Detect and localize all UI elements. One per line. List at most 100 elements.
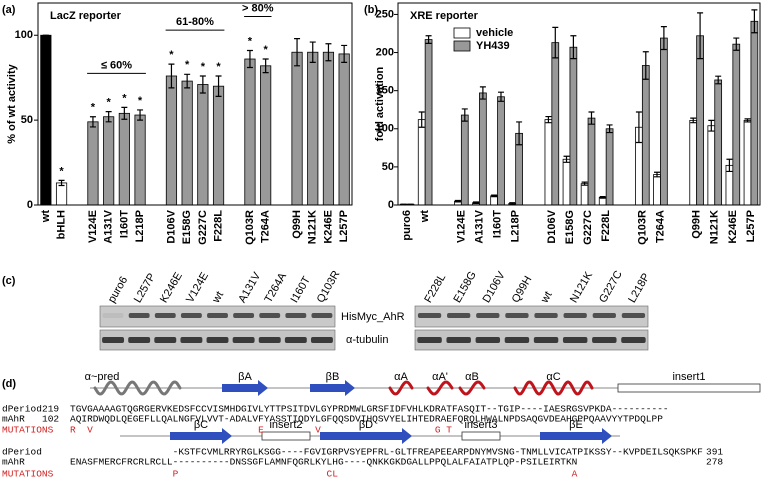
band: [128, 313, 150, 318]
error-bar: [744, 118, 751, 123]
lane-label: Q99H: [510, 274, 535, 305]
error-bar: [58, 179, 65, 187]
band: [154, 337, 177, 343]
bracket-label: 61-80%: [176, 16, 214, 28]
error-bar: [563, 155, 570, 163]
legend-label: vehicle: [476, 27, 513, 39]
bar: [587, 117, 596, 206]
band: [592, 337, 617, 343]
x-tick-label: puro6: [401, 210, 413, 241]
band: [446, 337, 471, 343]
lane-label: G227C: [597, 269, 625, 305]
error-bar: [545, 115, 552, 124]
y-tick-label: 250: [376, 8, 394, 20]
significance-marker: *: [201, 61, 206, 73]
protein-label: HisMyc_AhR: [341, 311, 405, 323]
bracket-label: > 80%: [242, 2, 274, 14]
y-tick-label: 100: [15, 29, 33, 41]
error-bar: [105, 111, 112, 123]
bar: [490, 195, 498, 206]
band: [417, 313, 442, 318]
lane-label: wt: [538, 289, 554, 305]
error-bar: [168, 63, 175, 89]
x-tick-label: L218P: [134, 210, 146, 242]
sequence: TGVGAAAAGTQGRGERVKEDSFCCVISMHDGIVLYTTPSI…: [70, 404, 669, 415]
panel-label: (b): [364, 4, 378, 16]
x-tick-label: V124E: [87, 210, 99, 243]
band: [207, 313, 228, 318]
plot-frame: [37, 2, 353, 206]
band: [592, 313, 616, 318]
structure-label: βA: [238, 371, 252, 383]
y-tick-label: 0: [27, 199, 33, 211]
lane-label: L218P: [626, 271, 652, 305]
bar: [562, 158, 571, 206]
significance-marker: *: [216, 61, 221, 73]
sequence-name: dPeriod: [2, 404, 42, 415]
lane-label: L257P: [132, 271, 158, 305]
error-bar: [570, 35, 577, 60]
alpha-helix: [458, 380, 486, 396]
panel-label: (c): [2, 275, 16, 287]
x-tick-label: N121K: [307, 210, 319, 244]
insert-box: [617, 383, 761, 393]
band: [102, 313, 124, 318]
error-bar: [418, 111, 425, 128]
error-bar: [491, 194, 498, 198]
error-bar: [697, 12, 704, 60]
band: [258, 337, 281, 343]
band: [563, 313, 587, 318]
lane-label: wt: [210, 289, 226, 305]
bar: [714, 79, 723, 206]
error-bar: [599, 196, 606, 199]
beta-strand: [170, 428, 232, 444]
bar: [479, 92, 487, 206]
significance-marker: *: [248, 35, 253, 47]
alpha-helix: [513, 380, 594, 396]
sequence: -KSTFCVMLRRYRGLKSGG----FGVIGRPVSYEPFRL-G…: [70, 447, 703, 458]
lane-label: E158G: [451, 269, 479, 305]
error-bar: [137, 109, 144, 121]
bar: [197, 84, 209, 206]
x-tick-label: L257P: [745, 210, 757, 242]
band: [233, 313, 255, 318]
blot-background: [414, 305, 649, 328]
error-bar: [479, 86, 486, 100]
x-tick-label: D106V: [165, 209, 177, 243]
bracket-label: ≤ 60%: [101, 59, 132, 71]
x-tick-label: Q99H: [691, 210, 703, 239]
x-tick-label: Q99H: [291, 210, 303, 239]
sequence-name: dPeriod: [2, 447, 42, 458]
significance-marker: *: [91, 102, 96, 114]
x-tick-label: L218P: [510, 210, 522, 242]
significance-marker: *: [169, 49, 174, 61]
sequence-start: 219: [42, 404, 59, 415]
band: [154, 313, 176, 318]
panel-label: (d): [2, 378, 16, 390]
structure-label: αC: [546, 371, 560, 383]
beta-strand: [222, 380, 268, 396]
x-tick-label: N121K: [709, 210, 721, 244]
structure-label: insert2: [269, 419, 302, 431]
error-bar: [516, 121, 523, 146]
sequence-name: MUTATIONS: [2, 469, 54, 480]
lane-label: Q103R: [315, 269, 343, 305]
error-bar: [588, 111, 595, 125]
error-bar: [726, 158, 733, 173]
x-tick-label: wt: [419, 210, 431, 224]
chart-title: XRE reporter: [410, 10, 479, 22]
protein-label: α-tubulin: [346, 334, 388, 346]
error-bar: [581, 181, 588, 186]
error-bar: [341, 44, 348, 64]
bar: [291, 51, 303, 206]
sequence: R V E V G T: [70, 425, 452, 436]
band: [310, 337, 333, 343]
bar: [134, 114, 146, 206]
bar: [497, 96, 505, 206]
error-bar: [751, 9, 758, 34]
significance-marker: *: [59, 165, 64, 177]
x-tick-label: G227C: [582, 210, 594, 245]
bar: [417, 119, 426, 206]
significance-marker: *: [185, 59, 190, 71]
x-tick-label: I160T: [118, 210, 130, 238]
